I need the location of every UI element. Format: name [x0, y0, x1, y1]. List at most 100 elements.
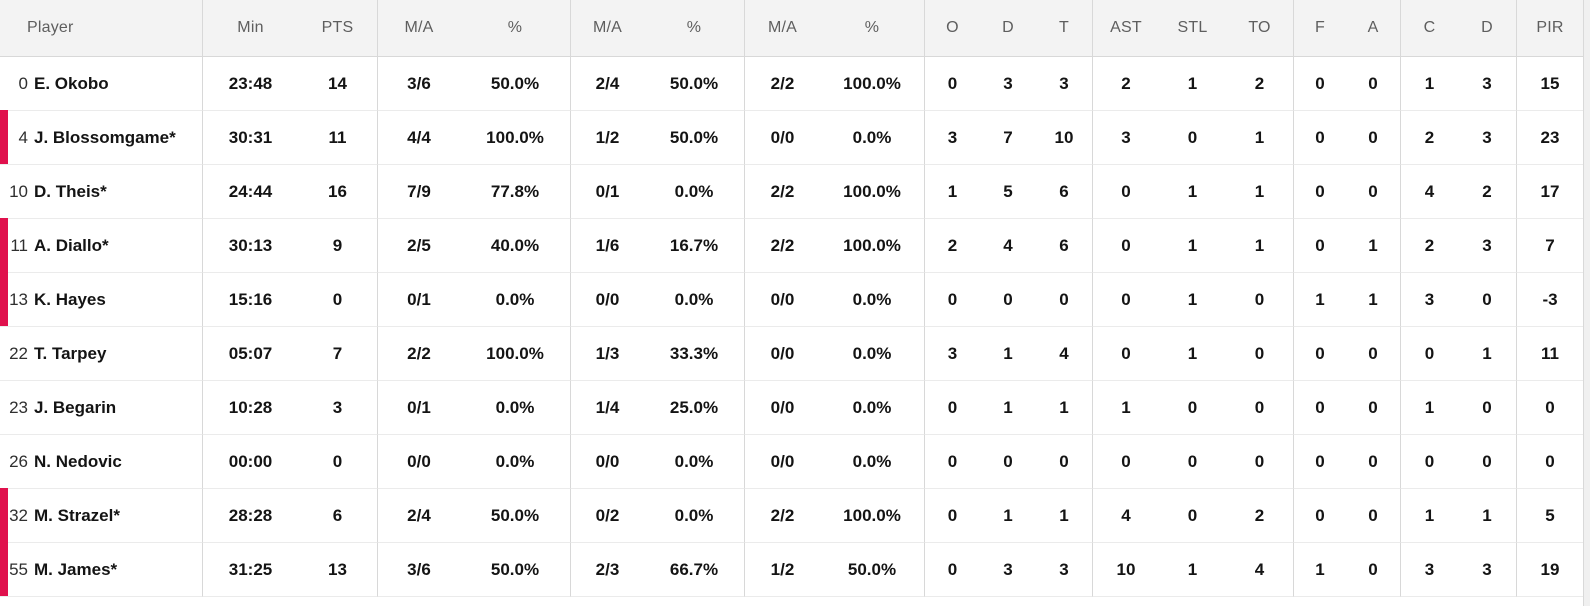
stat-cell-d: 1 — [1458, 489, 1516, 543]
stat-cell-pts: 7 — [298, 327, 377, 381]
stat-cell-pts: 13 — [298, 543, 377, 597]
stat-cell-ft_ma: 1/2 — [744, 543, 820, 597]
stat-cell-fg3_ma: 0/1 — [570, 165, 644, 219]
stat-cell-reb_d: 1 — [980, 381, 1036, 435]
player-cell[interactable]: 4 J. Blossomgame* — [0, 110, 202, 165]
player-row[interactable]: 11 A. Diallo* 30:13 9 2/5 40.0% 1/6 16.7% 2/2 100… — [0, 218, 1583, 273]
stat-cell-d: 3 — [1458, 543, 1516, 597]
player-name: J. Begarin — [34, 397, 117, 417]
stat-cell-to: 2 — [1226, 57, 1293, 111]
player-row[interactable]: 26 N. Nedovic 00:00 0 0/0 0.0% 0/0 0.0% 0/0 0.0% 0… — [0, 435, 1583, 489]
stat-cell-min: 30:31 — [202, 111, 298, 165]
player-name: J. Blossomgame* — [34, 127, 176, 147]
stat-cell-d: 3 — [1458, 111, 1516, 165]
stat-cell-reb_d: 0 — [980, 435, 1036, 489]
stat-cell-fg3_ma: 2/3 — [570, 543, 644, 597]
stat-cell-reb_d: 3 — [980, 543, 1036, 597]
stat-cell-ft_pct: 0.0% — [820, 273, 924, 327]
stat-cell-reb_o: 2 — [924, 219, 980, 273]
player-number: 32 — [9, 505, 28, 525]
stat-cell-ft_ma: 0/0 — [744, 111, 820, 165]
player-row[interactable]: 10 D. Theis* 24:44 16 7/9 77.8% 0/1 0.0% 2/2 100.… — [0, 165, 1583, 219]
stat-cell-ast: 3 — [1092, 111, 1159, 165]
player-cell[interactable]: 11 A. Diallo* — [0, 218, 202, 273]
stat-cell-to: 0 — [1226, 435, 1293, 489]
player-number: 26 — [9, 451, 28, 471]
stat-cell-ft_pct: 0.0% — [820, 381, 924, 435]
stat-cell-ft_pct: 0.0% — [820, 111, 924, 165]
stat-cell-a: 1 — [1346, 273, 1400, 327]
stat-cell-stl: 1 — [1159, 165, 1226, 219]
player-cell[interactable]: 22 T. Tarpey — [0, 327, 202, 381]
player-name: K. Hayes — [34, 289, 106, 309]
player-cell[interactable]: 55 M. James* — [0, 542, 202, 597]
stat-cell-pts: 14 — [298, 57, 377, 111]
column-header-f: F — [1293, 0, 1346, 57]
stat-cell-fg2_ma: 0/0 — [377, 435, 460, 489]
stat-cell-min: 10:28 — [202, 381, 298, 435]
player-name: M. James* — [34, 559, 118, 579]
player-row[interactable]: 4 J. Blossomgame* 30:31 11 4/4 100.0% 1/2 50.0%… — [0, 110, 1583, 165]
player-row[interactable]: 13 K. Hayes 15:16 0 0/1 0.0% 0/0 0.0% 0/0 0.0% 0 0 0… — [0, 272, 1583, 327]
stat-cell-to: 2 — [1226, 489, 1293, 543]
stat-cell-fg3_pct: 0.0% — [644, 165, 744, 219]
player-row[interactable]: 22 T. Tarpey 05:07 7 2/2 100.0% 1/3 33.3% 0/0 0.0… — [0, 327, 1583, 381]
stat-cell-a: 0 — [1346, 327, 1400, 381]
stat-cell-stl: 0 — [1159, 435, 1226, 489]
stat-cell-fg3_ma: 1/2 — [570, 111, 644, 165]
stat-cell-fg3_pct: 33.3% — [644, 327, 744, 381]
stat-cell-stl: 1 — [1159, 57, 1226, 111]
stat-cell-fg3_ma: 0/2 — [570, 489, 644, 543]
stat-cell-f: 0 — [1293, 165, 1346, 219]
player-row[interactable]: 23 J. Begarin 10:28 3 0/1 0.0% 1/4 25.0% 0/0 0.0%… — [0, 381, 1583, 435]
stat-cell-fg3_ma: 1/3 — [570, 327, 644, 381]
stat-cell-fg2_ma: 3/6 — [377, 57, 460, 111]
player-cell[interactable]: 26 N. Nedovic — [0, 435, 202, 489]
stat-cell-ft_pct: 100.0% — [820, 57, 924, 111]
player-cell[interactable]: 10 D. Theis* — [0, 165, 202, 219]
stat-cell-c: 2 — [1400, 111, 1458, 165]
stat-cell-reb_o: 0 — [924, 381, 980, 435]
player-number: 23 — [9, 397, 28, 417]
stat-cell-ft_pct: 0.0% — [820, 435, 924, 489]
stat-cell-reb_t: 6 — [1036, 165, 1092, 219]
stat-cell-fg2_ma: 4/4 — [377, 111, 460, 165]
stat-cell-pts: 9 — [298, 219, 377, 273]
stat-cell-to: 0 — [1226, 273, 1293, 327]
column-header-ast: AST — [1092, 0, 1159, 57]
player-row[interactable]: 32 M. Strazel* 28:28 6 2/4 50.0% 0/2 0.0% 2/2 100… — [0, 488, 1583, 543]
player-cell[interactable]: 0 E. Okobo — [0, 57, 202, 111]
stat-cell-reb_o: 3 — [924, 111, 980, 165]
stat-cell-c: 4 — [1400, 165, 1458, 219]
stat-cell-reb_o: 0 — [924, 543, 980, 597]
stat-cell-pir: 19 — [1516, 543, 1583, 597]
stat-cell-ast: 0 — [1092, 435, 1159, 489]
stat-cell-ft_ma: 2/2 — [744, 489, 820, 543]
stat-cell-pts: 3 — [298, 381, 377, 435]
stat-cell-ft_ma: 2/2 — [744, 57, 820, 111]
player-number: 13 — [9, 289, 28, 309]
stat-cell-ast: 4 — [1092, 489, 1159, 543]
player-cell[interactable]: 13 K. Hayes — [0, 272, 202, 327]
stat-cell-a: 0 — [1346, 489, 1400, 543]
stat-cell-fg3_ma: 1/6 — [570, 219, 644, 273]
stat-cell-fg2_ma: 7/9 — [377, 165, 460, 219]
stat-cell-fg2_ma: 0/1 — [377, 381, 460, 435]
column-header-stl: STL — [1159, 0, 1226, 57]
stat-cell-min: 24:44 — [202, 165, 298, 219]
player-cell[interactable]: 32 M. Strazel* — [0, 488, 202, 543]
player-row[interactable]: 0 E. Okobo 23:48 14 3/6 50.0% 2/4 50.0% 2/2 100.0… — [0, 57, 1583, 111]
stat-cell-c: 3 — [1400, 273, 1458, 327]
stat-cell-pir: 11 — [1516, 327, 1583, 381]
stat-cell-c: 1 — [1400, 489, 1458, 543]
stat-cell-a: 0 — [1346, 111, 1400, 165]
player-cell[interactable]: 23 J. Begarin — [0, 381, 202, 435]
stat-cell-reb_t: 3 — [1036, 57, 1092, 111]
vertical-scrollbar-track[interactable] — [1583, 0, 1590, 606]
column-header-d: D — [1458, 0, 1516, 57]
stat-cell-ft_ma: 2/2 — [744, 165, 820, 219]
stat-cell-d: 2 — [1458, 165, 1516, 219]
player-row[interactable]: 55 M. James* 31:25 13 3/6 50.0% 2/3 66.7% 1/2 50.… — [0, 542, 1583, 597]
stat-cell-pir: 7 — [1516, 219, 1583, 273]
